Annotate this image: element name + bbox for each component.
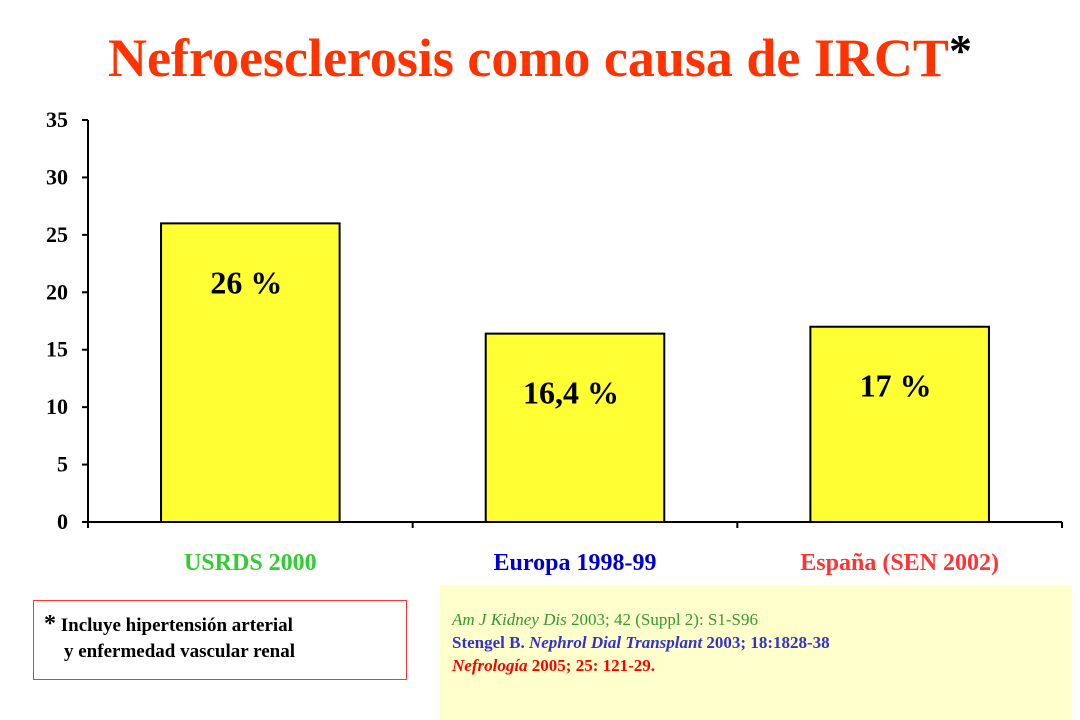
reference-3-journal: Nefrología [452, 655, 528, 675]
bar [160, 222, 341, 523]
y-tick-label: 25 [46, 222, 68, 247]
footnote-box: * Incluye hipertensión arterial y enferm… [33, 600, 407, 680]
reference-3-details: 2005; 25: 121-29. [527, 655, 656, 675]
reference-2-journal: Nephrol Dial Transplant [528, 632, 703, 652]
data-label: 26 % [210, 264, 282, 300]
reference-1-journal: Am J Kidney Dis [452, 610, 567, 629]
page-title: Nefroesclerosis como causa de IRCT* [0, 25, 1080, 88]
reference-1-details: 2003; 42 (Suppl 2): S1-S96 [566, 610, 759, 629]
y-tick-label: 5 [57, 452, 68, 477]
reference-1: Am J Kidney Dis 2003; 42 (Suppl 2): S1-S… [452, 609, 1072, 632]
y-tick-label: 30 [46, 164, 68, 189]
reference-3: Nefrología 2005; 25: 121-29. [452, 655, 1072, 678]
footnote-line-2: y enfermedad vascular renal [64, 641, 295, 663]
y-tick-label: 0 [57, 509, 68, 534]
reference-2-details: 2003; 18:1828-38 [702, 632, 830, 652]
y-tick-label: 10 [46, 394, 68, 419]
chart-bars [160, 222, 990, 523]
footnote-line-1: Incluye hipertensión arterial [60, 615, 293, 636]
x-category-label: USRDS 2000 [184, 550, 317, 576]
chart-labels: 26 % USRDS 2000 16,4 % Europa 1998-99 17 % Es… [184, 264, 999, 576]
reference-2-author: Stengel B. [452, 632, 529, 652]
x-category-label: Europa 1998-99 [494, 550, 657, 576]
reference-2: Stengel B. Nephrol Dial Transplant 2003;… [452, 632, 1072, 655]
y-tick-label: 15 [46, 337, 68, 362]
data-label: 17 % [860, 368, 932, 404]
title-text: Nefroesclerosis como causa de IRCT [108, 28, 949, 88]
bar-chart: 0 5 10 15 20 25 30 35 26 % USRDS 2000 16,4 % Europ… [46, 107, 1063, 576]
data-label: 16,4 % [523, 375, 619, 411]
title-asterisk: * [948, 25, 972, 76]
references-box: Am J Kidney Dis 2003; 42 (Suppl 2): S1-S… [440, 585, 1072, 720]
bar [809, 325, 990, 523]
y-tick-label: 20 [46, 279, 68, 304]
footnote-asterisk: * [44, 611, 56, 637]
bar [484, 332, 666, 523]
x-category-label: España (SEN 2002) [800, 550, 999, 576]
y-tick-label: 35 [46, 107, 68, 132]
